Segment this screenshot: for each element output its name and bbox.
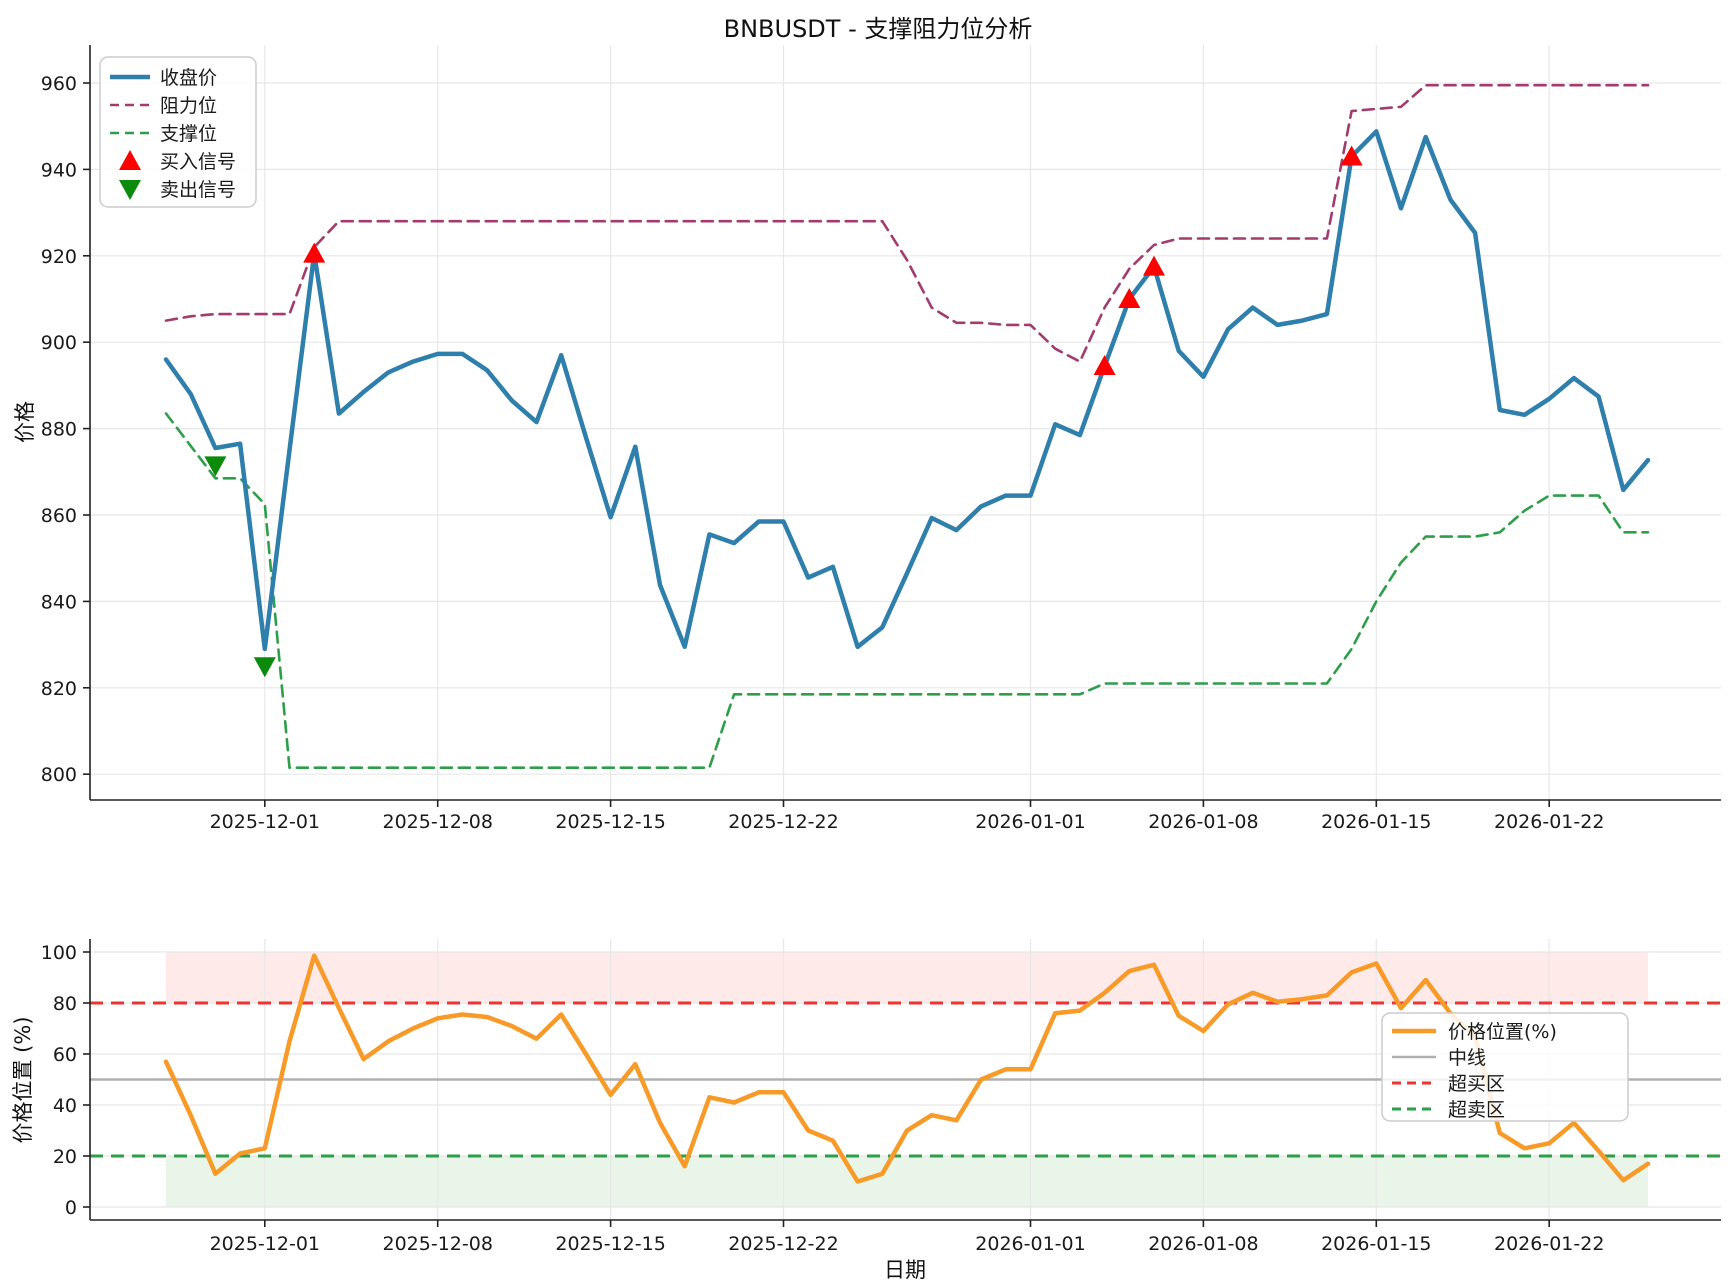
close-price-line [163,129,1651,652]
y-tick-label: 0 [65,1197,77,1219]
axes-layer: 2025-12-01 2025-12-01 2025-12-08 2025-12-08… [41,45,1721,1255]
buy-signal-marker [303,242,326,263]
y-tick-label: 860 [41,505,77,527]
legend-box [1381,1012,1629,1122]
x-tick-label: 2026-01-01 [975,1233,1085,1255]
y-tick-label: 900 [41,332,77,354]
legend-item-sell: 卖出信号 [119,179,236,201]
legend-item-buy: 买入信号 [119,150,236,173]
support-line [164,412,1650,769]
x-tick-label: 2025-12-22 [728,811,838,833]
signal-marker-layer [204,145,1363,678]
legend-label: 价格位置(%) [1448,1021,1557,1043]
position-line [163,953,1651,1184]
y-tick-label: 80 [53,993,77,1015]
resistance-line [164,83,1650,363]
sell-signal-marker [204,456,227,477]
band-layer [166,952,1648,1207]
buy-signal-marker [1340,145,1363,166]
legend-sample [119,180,141,200]
x-tick-label: 2025-12-01 [210,811,320,833]
legend-item-position: 价格位置(%) [1392,1021,1557,1043]
legend-item-close: 收盘价 [110,67,217,89]
legend-label: 中线 [1448,1047,1486,1069]
buy-signal-marker [1118,288,1141,308]
date-axis-label: 日期 [884,1258,926,1282]
legend-label: 超买区 [1448,1073,1505,1095]
x-tick-label: 2025-12-15 [555,811,665,833]
buy-signal-marker [1143,255,1165,276]
y-tick-label: 880 [41,419,77,441]
y-tick-label: 840 [41,591,77,613]
y-tick-label: 800 [41,764,77,786]
y-tick-label: 960 [41,73,77,95]
legend-label: 买入信号 [160,151,236,173]
sell-signal-marker [253,657,276,678]
price-axis-label: 价格 [13,401,37,443]
legend-sample [119,150,141,170]
legend-label: 超卖区 [1448,1099,1505,1121]
y-tick-label: 60 [53,1044,77,1066]
y-tick-label: 100 [41,942,77,964]
overbought-band [166,952,1648,1003]
y-tick-label: 820 [41,678,77,700]
position-axis-label: 价格位置 (%) [11,1016,35,1143]
legend-label: 阻力位 [160,95,217,117]
buy-signal-marker [1093,354,1116,375]
x-tick-label: 2025-12-01 [210,1233,320,1255]
legend-item-resistance: 阻力位 [110,95,217,117]
legend-item-overbought: 超买区 [1392,1073,1505,1095]
y-tick-label: 20 [53,1146,77,1168]
y-tick-label: 40 [53,1095,77,1117]
x-tick-label: 2026-01-22 [1494,1233,1604,1255]
legend-item-support: 支撑位 [110,123,217,145]
oversold-band [166,1156,1648,1207]
legend-label: 收盘价 [160,67,217,89]
legend-item-oversold: 超卖区 [1392,1099,1505,1121]
x-tick-label: 2026-01-15 [1321,811,1431,833]
legend-label: 卖出信号 [160,179,236,201]
x-tick-label: 2026-01-01 [975,811,1085,833]
chart-title: BNBUSDT - 支撑阻力位分析 [724,15,1033,43]
x-tick-label: 2026-01-22 [1494,811,1604,833]
series-layer [163,83,1651,1184]
x-tick-label: 2025-12-08 [382,811,492,833]
x-tick-label: 2026-01-08 [1148,1233,1258,1255]
x-tick-label: 2025-12-22 [728,1233,838,1255]
y-tick-label: 940 [41,159,77,181]
x-tick-label: 2025-12-08 [382,1233,492,1255]
x-tick-label: 2025-12-15 [555,1233,665,1255]
x-tick-label: 2026-01-08 [1148,811,1258,833]
legend-item-midline: 中线 [1392,1047,1486,1069]
legend-label: 支撑位 [160,123,217,145]
y-tick-label: 920 [41,246,77,268]
x-tick-label: 2026-01-15 [1321,1233,1431,1255]
